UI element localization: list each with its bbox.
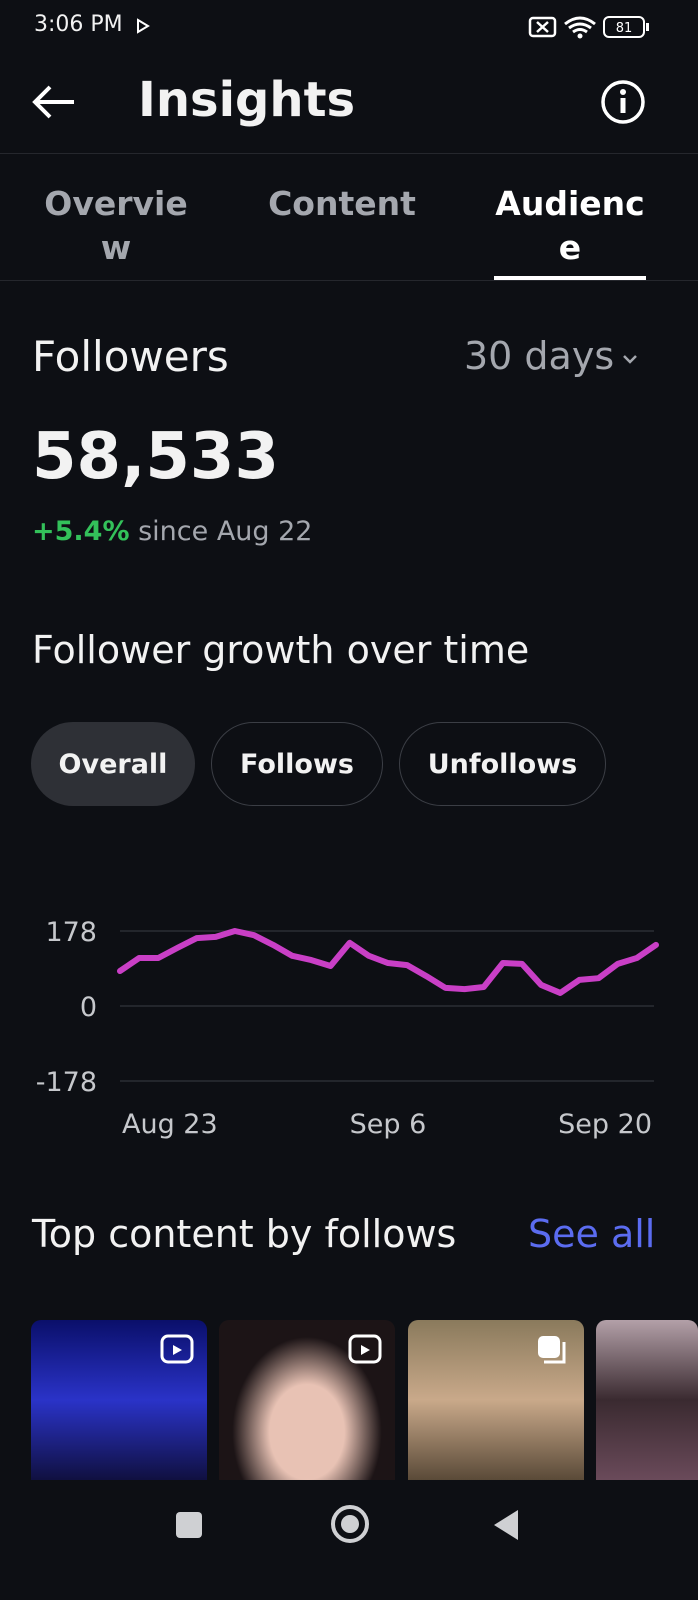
follower-count: 58,533 bbox=[32, 420, 279, 494]
tab-indicator bbox=[494, 276, 646, 280]
page-title: Insights bbox=[138, 72, 356, 128]
change-since: since Aug 22 bbox=[138, 516, 313, 547]
filter-active[interactable]: Overall bbox=[31, 722, 195, 806]
x-tick-label: Sep 6 bbox=[350, 1109, 427, 1140]
data-line bbox=[117, 928, 659, 996]
chevron bbox=[623, 355, 638, 364]
tab[interactable]: Overview bbox=[44, 184, 188, 267]
tab-active[interactable]: Audience bbox=[495, 184, 645, 267]
see-all-link[interactable]: See all bbox=[528, 1212, 656, 1256]
play-icon bbox=[137, 18, 150, 34]
y-tick-label: -178 bbox=[36, 1067, 97, 1098]
period-dropdown[interactable]: 30 days bbox=[464, 334, 640, 378]
filter[interactable]: Unfollows bbox=[399, 722, 606, 806]
section-title: Top content by follows bbox=[32, 1212, 457, 1256]
thumbnail[interactable] bbox=[219, 1320, 395, 1480]
recents-button[interactable] bbox=[174, 1510, 204, 1540]
thumbnail[interactable] bbox=[31, 1320, 207, 1480]
divider bbox=[0, 280, 698, 281]
carousel-icon bbox=[538, 1336, 566, 1364]
section-title: Follower growth over time bbox=[32, 628, 530, 672]
thumbnail[interactable] bbox=[596, 1320, 698, 1480]
tab[interactable]: Content bbox=[268, 184, 416, 223]
change-percent: +5.4% bbox=[32, 516, 130, 547]
back-button[interactable] bbox=[30, 82, 78, 122]
followers-label: Followers bbox=[32, 332, 229, 381]
back-nav-button[interactable] bbox=[490, 1508, 524, 1542]
period-text: 30 days bbox=[464, 334, 615, 378]
y-tick-label: 178 bbox=[45, 917, 97, 948]
status-icons: 81 bbox=[528, 16, 649, 39]
home-button[interactable] bbox=[328, 1502, 372, 1546]
status-time: 3:06 PM bbox=[34, 12, 123, 37]
battery-level: 81 bbox=[616, 21, 633, 36]
filter[interactable]: Follows bbox=[211, 722, 383, 806]
info-button[interactable] bbox=[600, 79, 646, 125]
y-tick-label: 0 bbox=[80, 992, 97, 1023]
divider bbox=[0, 153, 698, 154]
x-tick-label: Aug 23 bbox=[122, 1109, 218, 1140]
reel-icon bbox=[348, 1334, 382, 1364]
reel-icon bbox=[160, 1334, 194, 1364]
x-tick-label: Sep 20 bbox=[558, 1109, 652, 1140]
chart: -178 0 178 Aug 23 Sep 6 Sep 20 bbox=[36, 917, 659, 1140]
